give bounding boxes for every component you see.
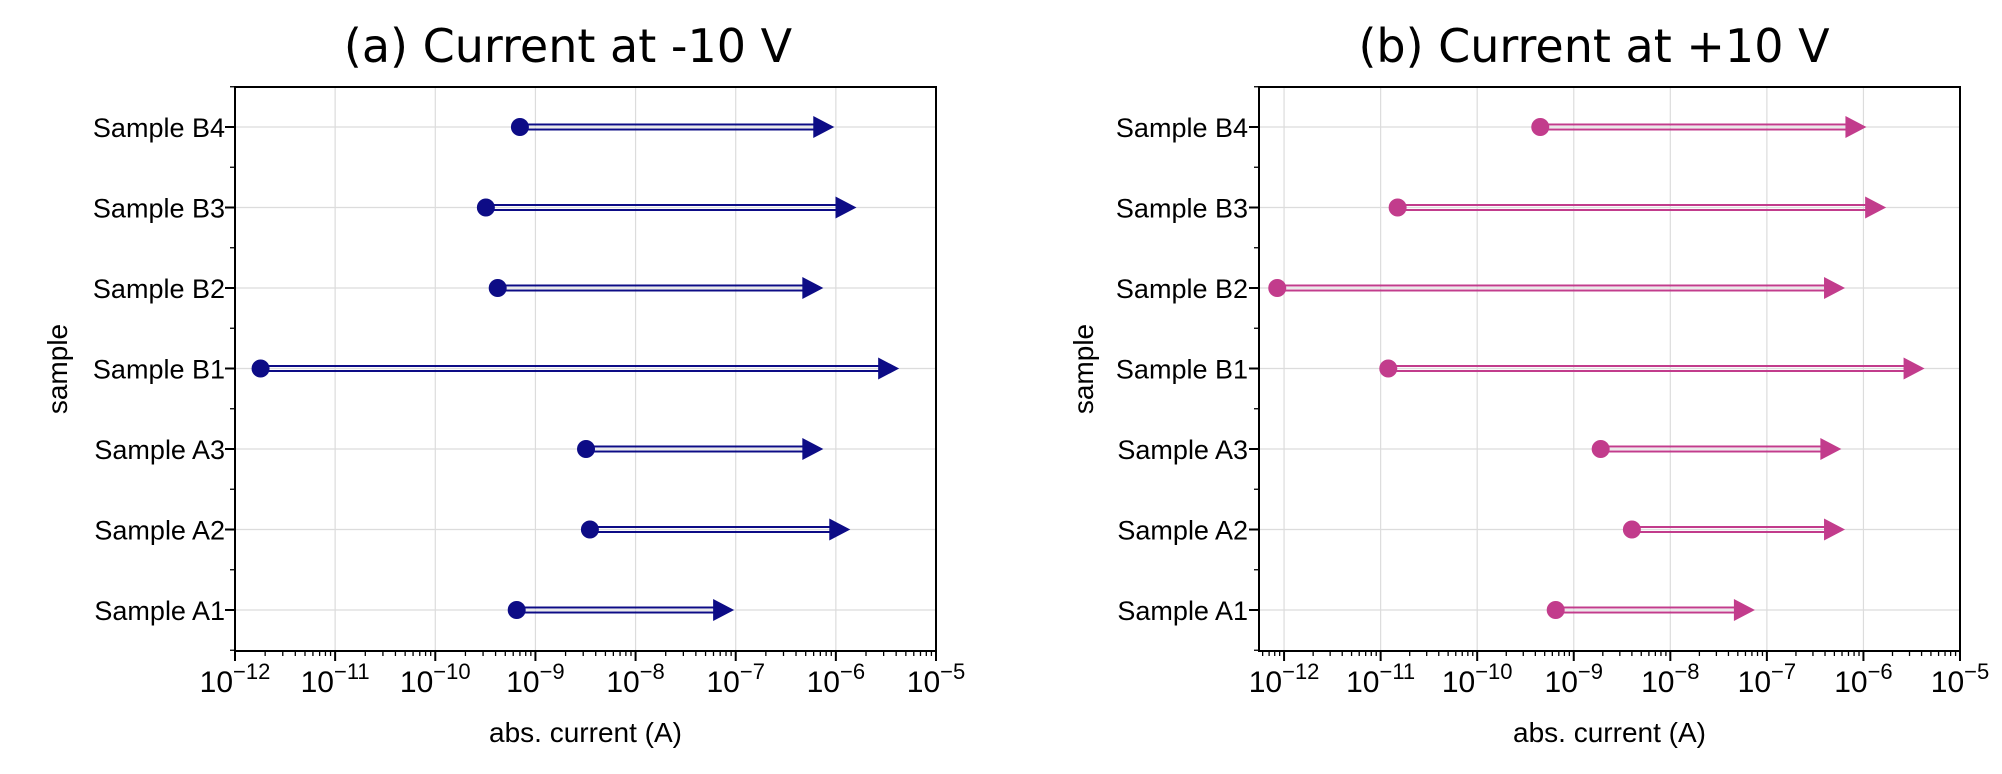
y-axis-title: sample [42, 324, 73, 414]
end-arrowhead [802, 438, 824, 460]
y-category-label: Sample B4 [93, 113, 225, 143]
start-point [476, 198, 495, 217]
y-category-label: Sample A1 [1117, 596, 1248, 626]
chart-panel-b: 10−12 10−11 10−10 10−9 10−8 10−7 10−6 10−5 Sampl… [1068, 19, 1989, 748]
x-tick-label: 10−6 [1834, 659, 1892, 699]
chart-title: (a) Current at -10 V [344, 19, 793, 73]
start-point [510, 118, 529, 136]
start-point [577, 440, 596, 458]
end-arrowhead [1865, 196, 1887, 219]
data-mark-sample-a1 [507, 599, 735, 621]
data-mark-sample-a3 [577, 438, 824, 460]
end-arrowhead [802, 277, 824, 299]
data-mark-sample-a1 [1546, 599, 1755, 621]
data-mark-sample-b4 [1531, 116, 1867, 138]
data-mark-sample-a2 [1622, 518, 1846, 541]
start-point [1388, 198, 1407, 217]
start-point [580, 520, 599, 539]
start-point [507, 601, 526, 619]
end-arrowhead [835, 196, 857, 219]
x-tick-label: 10−10 [1442, 659, 1513, 699]
y-category-label: Sample A1 [94, 596, 225, 626]
y-category-label: Sample A3 [94, 435, 225, 465]
start-point [1268, 279, 1287, 297]
start-point [1591, 440, 1610, 458]
end-arrowhead [1820, 438, 1842, 460]
data-mark-sample-a3 [1591, 438, 1842, 460]
x-tick-label: 10−12 [1249, 659, 1320, 699]
data-mark-sample-b1 [251, 357, 900, 380]
data-mark-sample-a2 [580, 518, 851, 541]
y-category-label: Sample A2 [94, 516, 225, 546]
start-point [1622, 520, 1641, 539]
x-tick-label: 10−5 [1931, 659, 1989, 699]
end-arrowhead [713, 599, 735, 621]
data-mark-sample-b2 [488, 277, 824, 299]
data-mark-sample-b2 [1268, 277, 1846, 299]
x-tick-label: 10−6 [807, 659, 865, 699]
start-point [1379, 359, 1398, 378]
chart-title: (b) Current at +10 V [1358, 19, 1830, 73]
end-arrowhead [1845, 116, 1867, 138]
start-point [1546, 601, 1565, 619]
y-category-label: Sample B1 [93, 355, 225, 385]
y-category-label: Sample B3 [93, 194, 225, 224]
x-tick-label: 10−11 [301, 659, 370, 699]
chart-panel-a: 10−12 10−11 10−10 10−9 10−8 10−7 10−6 10−5 Sampl… [42, 19, 965, 748]
y-category-label: Sample B3 [1116, 194, 1248, 224]
x-tick-label: 10−9 [506, 659, 564, 699]
y-axis-title: sample [1068, 324, 1099, 414]
end-arrowhead [1824, 277, 1846, 299]
data-mark-sample-b3 [1388, 196, 1887, 219]
x-tick-label: 10−11 [1346, 659, 1415, 699]
y-category-label: Sample B2 [1116, 274, 1248, 304]
end-arrowhead [813, 116, 835, 138]
end-arrowhead [1824, 518, 1846, 541]
x-tick-label: 10−10 [400, 659, 471, 699]
x-tick-label: 10−5 [907, 659, 965, 699]
x-tick-label: 10−8 [1641, 659, 1699, 699]
start-point [488, 279, 507, 297]
end-arrowhead [1733, 599, 1755, 621]
start-point [1531, 118, 1550, 136]
x-tick-label: 10−12 [200, 659, 271, 699]
y-category-label: Sample A2 [1117, 516, 1248, 546]
x-tick-label: 10−7 [706, 659, 764, 699]
x-tick-label: 10−7 [1738, 659, 1796, 699]
y-category-label: Sample B4 [1116, 113, 1248, 143]
data-mark-sample-b3 [476, 196, 857, 219]
data-mark-sample-b4 [510, 116, 835, 138]
x-axis-title: abs. current (A) [489, 717, 682, 748]
y-category-label: Sample A3 [1117, 435, 1248, 465]
data-mark-sample-b1 [1379, 357, 1925, 380]
end-arrowhead [829, 518, 851, 541]
end-arrowhead [1903, 357, 1925, 380]
start-point [251, 359, 270, 378]
x-tick-label: 10−9 [1545, 659, 1603, 699]
y-category-label: Sample B1 [1116, 355, 1248, 385]
end-arrowhead [878, 357, 900, 380]
x-axis-title: abs. current (A) [1513, 717, 1706, 748]
x-tick-label: 10−8 [606, 659, 664, 699]
y-category-label: Sample B2 [93, 274, 225, 304]
